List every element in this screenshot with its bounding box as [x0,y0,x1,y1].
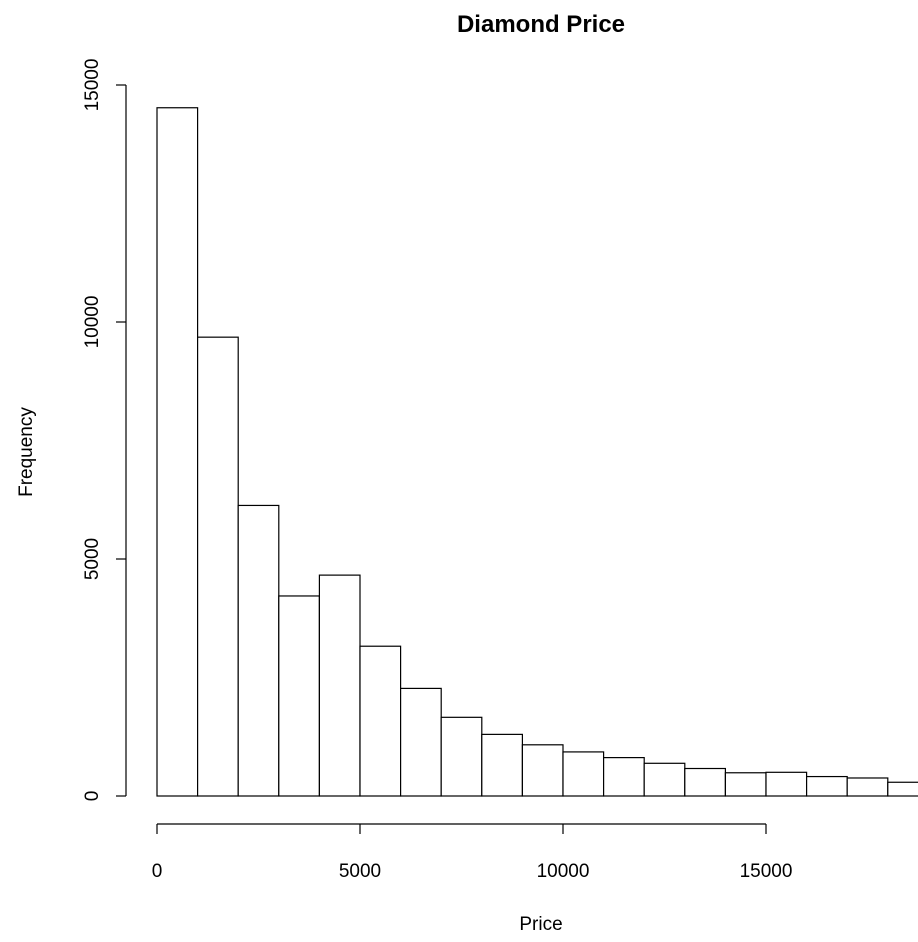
x-tick-label: 5000 [339,861,381,882]
histogram-bar [887,781,918,797]
histogram-bar [440,716,483,797]
histogram-bar [481,733,523,797]
histogram-bar [359,645,402,797]
y-tick-label: 15000 [82,59,103,112]
histogram-bar [643,762,686,797]
histogram-bar [197,336,239,797]
chart-title: Diamond Price [457,11,625,38]
y-tick-label: 0 [82,791,103,802]
x-tick-label: 15000 [740,861,793,882]
x-tick-label: 10000 [537,861,590,882]
bars [156,107,918,797]
histogram-bar [846,777,889,797]
y-tick-label: 10000 [82,296,103,349]
x-axis-label: Price [519,914,562,935]
y-tick-label: 5000 [82,538,103,580]
histogram-bar [237,504,280,797]
histogram-bar [805,775,848,797]
histogram-bar [521,744,564,797]
histogram-bar [602,757,645,797]
histogram-bar [156,107,199,797]
y-axis-label: Frequency [16,407,37,497]
histogram-bar [724,772,767,797]
x-tick-label: 0 [152,861,163,882]
histogram-bar [765,771,808,797]
histogram-bar [684,767,726,797]
histogram-bar [278,595,320,797]
histogram-bar [400,687,442,797]
histogram-bar [562,751,605,797]
histogram-bar [318,574,361,797]
y-axis: 0 5000 10000 15000 [82,59,127,802]
x-axis: 0 5000 10000 15000 [152,823,793,882]
